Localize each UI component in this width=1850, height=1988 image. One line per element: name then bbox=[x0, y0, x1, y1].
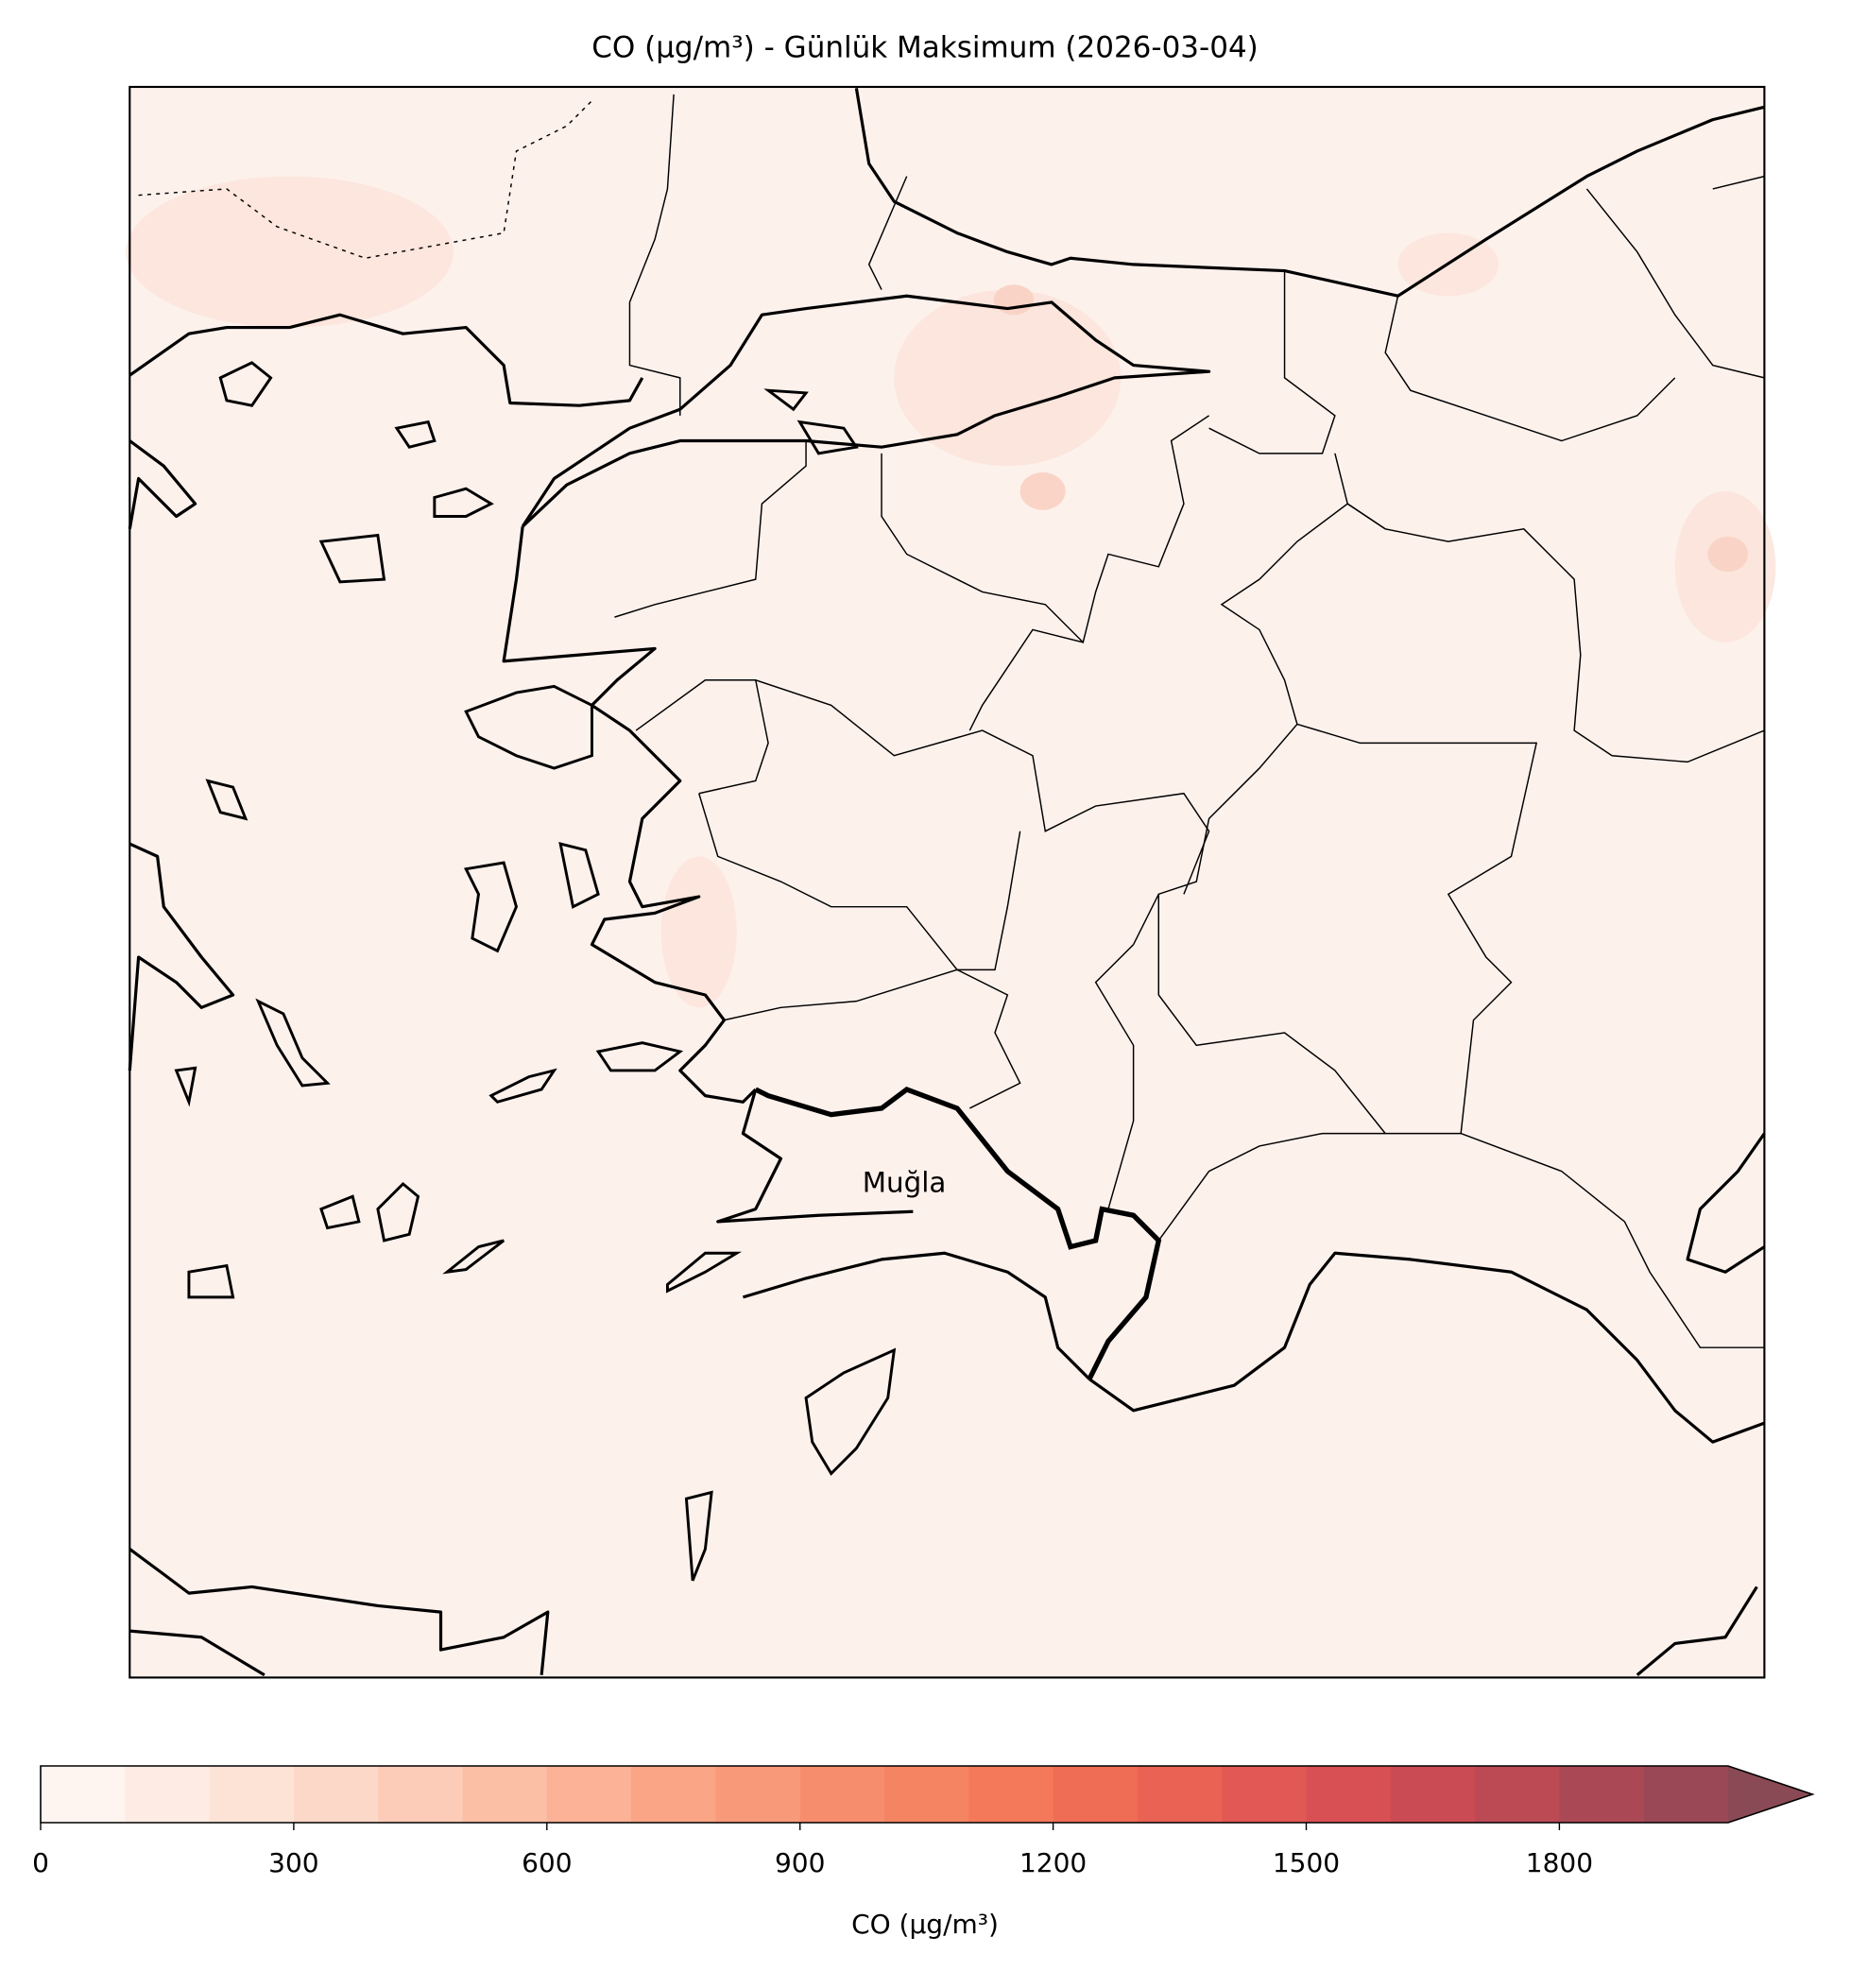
colorbar-bin bbox=[884, 1766, 969, 1823]
highlight-boundary bbox=[754, 1086, 1162, 1380]
colorbar-bin bbox=[1475, 1766, 1560, 1823]
colorbar-bin bbox=[41, 1766, 126, 1823]
colorbar-tick-label: 900 bbox=[775, 1847, 825, 1878]
colorbar-bin bbox=[715, 1766, 801, 1823]
colorbar-tick-label: 1500 bbox=[1273, 1847, 1340, 1878]
islands bbox=[174, 361, 897, 1582]
colorbar-label: CO (µg/m³) bbox=[851, 1909, 999, 1940]
colorbar-bin bbox=[1643, 1766, 1729, 1823]
colorbar-tick-label: 300 bbox=[268, 1847, 318, 1878]
coastlines bbox=[128, 88, 1766, 1677]
colorbar-bin bbox=[968, 1766, 1054, 1823]
colorbar-extend bbox=[1728, 1766, 1813, 1823]
colorbar-bin bbox=[1306, 1766, 1392, 1823]
colorbar-bin bbox=[125, 1766, 211, 1823]
colorbar-bin bbox=[1222, 1766, 1307, 1823]
colorbar-bin bbox=[1390, 1766, 1476, 1823]
colorbar-bin bbox=[1053, 1766, 1139, 1823]
colorbar-tick-label: 1200 bbox=[1019, 1847, 1087, 1878]
colorbar-bin bbox=[209, 1766, 295, 1823]
colorbar: 0 300 600 900 1200 1500 1800 bbox=[32, 1765, 1815, 1878]
province-borders bbox=[614, 94, 1765, 1348]
colorbar-bin bbox=[546, 1766, 632, 1823]
concentration-field bbox=[126, 176, 1776, 1008]
colorbar-bin bbox=[631, 1766, 716, 1823]
colorbar-bin bbox=[1559, 1766, 1645, 1823]
colorbar-bin bbox=[293, 1766, 379, 1823]
colorbar-bin bbox=[378, 1766, 463, 1823]
colorbar-bin bbox=[799, 1766, 885, 1823]
map-annotation: Muğla bbox=[863, 1166, 947, 1198]
colorbar-bin bbox=[1137, 1766, 1223, 1823]
map: Muğla bbox=[126, 85, 1776, 1679]
map-frame bbox=[128, 85, 1766, 1679]
map-title: CO (µg/m³) - Günlük Maksimum (2026-03-04… bbox=[591, 31, 1259, 65]
colorbar-bin bbox=[462, 1766, 548, 1823]
colorbar-tick-label: 600 bbox=[522, 1847, 572, 1878]
colorbar-tick-label: 0 bbox=[32, 1847, 49, 1878]
colorbar-outline bbox=[40, 1765, 1815, 1824]
colorbar-tick-label: 1800 bbox=[1526, 1847, 1593, 1878]
